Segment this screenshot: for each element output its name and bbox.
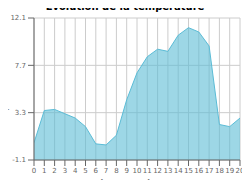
- svg-text:12: 12: [153, 167, 162, 175]
- svg-text:0: 0: [32, 167, 36, 175]
- svg-text:19: 19: [225, 167, 234, 175]
- svg-text:5: 5: [83, 167, 87, 175]
- svg-text:15: 15: [184, 167, 193, 175]
- svg-text:7: 7: [104, 167, 108, 175]
- svg-text:3: 3: [63, 167, 67, 175]
- svg-text:Température en °C: Température en °C: [8, 51, 9, 128]
- svg-text:20: 20: [236, 167, 242, 175]
- svg-text:-1.1: -1.1: [12, 156, 26, 164]
- svg-text:16: 16: [194, 167, 203, 175]
- svg-text:7.7: 7.7: [15, 62, 26, 70]
- svg-text:6: 6: [94, 167, 99, 175]
- svg-text:13: 13: [163, 167, 172, 175]
- svg-text:2: 2: [52, 167, 56, 175]
- svg-text:10: 10: [133, 167, 142, 175]
- svg-text:14: 14: [174, 167, 183, 175]
- svg-text:heure par heure: heure par heure: [100, 179, 174, 180]
- svg-text:9: 9: [124, 167, 128, 175]
- svg-text:1: 1: [42, 167, 46, 175]
- svg-text:12.1: 12.1: [10, 14, 26, 22]
- svg-text:8: 8: [114, 167, 118, 175]
- svg-text:4: 4: [73, 167, 78, 175]
- svg-text:17: 17: [205, 167, 214, 175]
- svg-text:3.3: 3.3: [15, 109, 26, 117]
- svg-text:18: 18: [215, 167, 224, 175]
- html-text:Evolution de la température: Evolution de la température: [45, 1, 205, 12]
- svg-text:11: 11: [143, 167, 152, 175]
